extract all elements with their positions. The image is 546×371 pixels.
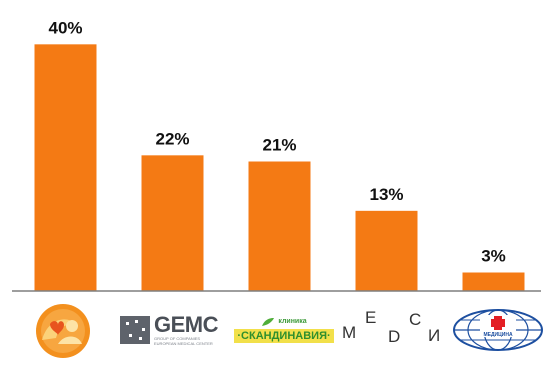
scandinavia-top-text: клиника (278, 318, 307, 326)
value-labels-group: 40% 22% 21% 13% 3% (48, 18, 505, 265)
medicina-text: МЕДИЦИНА (483, 332, 513, 338)
medsi-letter-e: E (365, 308, 377, 327)
medsi-letter-c: C (409, 310, 422, 329)
globe-cross-icon: МЕДИЦИНА (453, 309, 543, 351)
bar-5 (462, 272, 525, 291)
medsi-letter-i: И (428, 326, 441, 345)
bar-4 (355, 210, 418, 291)
value-label-4: 13% (369, 185, 403, 204)
gemc-subtext: GROUP OF COMPANIES EUROPEAN MEDICAL CENT… (154, 336, 213, 346)
medsi-letter-m: M (342, 323, 357, 342)
bar-1 (34, 44, 97, 292)
scandinavia-main-text: ·СКАНДИНАВИЯ· (234, 328, 334, 344)
bar-2 (141, 155, 204, 291)
bar-3 (248, 161, 311, 291)
logo-medsi: M E D C И (338, 300, 442, 360)
gemc-wordmark: GEMC GROUP OF COMPANIES EUROPEAN MEDICAL… (154, 312, 222, 347)
logo-scandinavia: клиника ·СКАНДИНАВИЯ· (234, 300, 334, 360)
value-label-2: 22% (155, 129, 189, 148)
value-label-1: 40% (48, 18, 82, 37)
value-label-5: 3% (481, 247, 506, 266)
medsi-letter-d: D (388, 327, 401, 346)
logo-medicina: МЕДИЦИНА (452, 300, 544, 360)
logo-gemc: GEMC GROUP OF COMPANIES EUROPEAN MEDICAL… (118, 300, 224, 360)
logo-mother-and-child (24, 300, 102, 360)
mother-child-logo-icon (36, 304, 90, 358)
gemc-square-icon (120, 316, 150, 344)
leaf-icon (262, 317, 275, 326)
value-label-3: 21% (262, 136, 296, 155)
gemc-text: GEMC (154, 312, 219, 337)
bars-group (34, 44, 525, 292)
